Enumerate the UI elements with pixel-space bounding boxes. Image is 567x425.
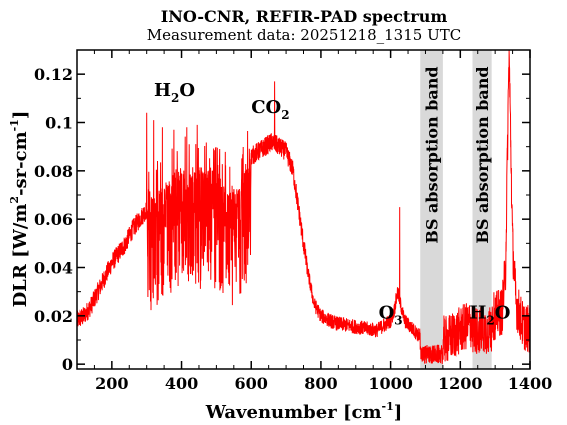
band-labels: BS absorption band BS absorption band — [423, 66, 493, 243]
absorption-bands — [420, 50, 492, 369]
y-axis-label: DLR [W/m2-sr-cm-1] — [8, 111, 31, 308]
annotations: H2O CO2 O3 H2O — [154, 80, 510, 327]
y-tick-label-5: 0.1 — [45, 114, 73, 133]
band-label-1: BS absorption band — [473, 66, 492, 243]
y-axis-ticks: 0 0.02 0.04 0.06 0.08 0.1 0.12 — [34, 65, 530, 374]
x-tick-label-0: 200 — [95, 374, 128, 393]
x-tick-label-6: 1400 — [508, 374, 553, 393]
band-rect-0 — [420, 50, 443, 369]
x-axis-label: Wavenumber [cm-1] — [205, 400, 403, 423]
band-rect-1 — [472, 50, 492, 369]
x-tick-label-2: 600 — [235, 374, 268, 393]
y-tick-label-4: 0.08 — [34, 162, 73, 181]
series-group — [77, 50, 530, 365]
series-line — [77, 50, 530, 365]
y-tick-label-0: 0 — [62, 355, 73, 374]
x-tick-label-4: 1000 — [368, 374, 413, 393]
chart-subtitle: Measurement data: 20251218_1315 UTC — [147, 26, 461, 44]
x-tick-label-5: 1200 — [438, 374, 483, 393]
x-tick-label-1: 400 — [165, 374, 198, 393]
band-label-0: BS absorption band — [423, 66, 442, 243]
annotation-3: H2O — [469, 302, 510, 327]
y-tick-label-1: 0.02 — [34, 307, 73, 326]
chart-title: INO-CNR, REFIR-PAD spectrum — [161, 7, 448, 26]
x-tick-label-3: 800 — [304, 374, 337, 393]
y-tick-label-2: 0.04 — [34, 259, 73, 278]
y-tick-label-3: 0.06 — [34, 210, 73, 229]
annotation-2: O3 — [379, 302, 403, 327]
annotation-1: CO2 — [251, 97, 289, 122]
x-axis-ticks: 200 400 600 800 1000 1200 1400 — [76, 50, 553, 393]
y-tick-label-6: 0.12 — [34, 65, 73, 84]
annotation-0: H2O — [154, 80, 195, 105]
